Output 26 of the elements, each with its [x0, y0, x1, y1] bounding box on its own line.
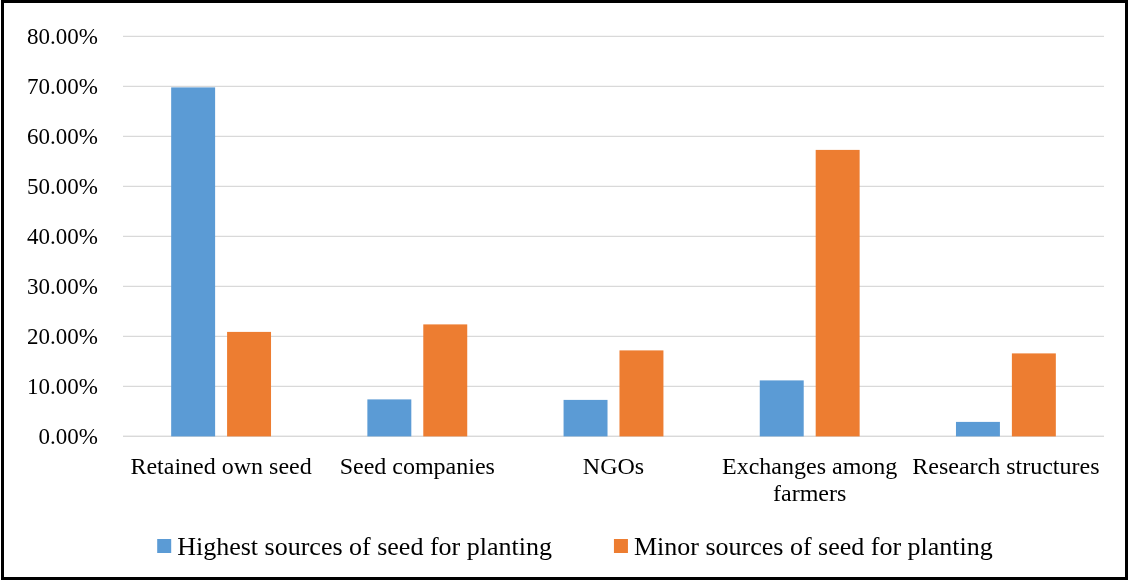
y-tick-label: 50.00%	[27, 173, 98, 199]
x-tick-label: Research structures	[912, 453, 1100, 479]
bar	[619, 350, 664, 437]
bar	[563, 399, 608, 437]
y-tick-label: 0.00%	[38, 423, 98, 449]
x-tick-label: NGOs	[582, 453, 645, 479]
bar	[815, 149, 860, 437]
legend-label: Minor sources of seed for planting	[633, 531, 993, 561]
y-tick-label: 60.00%	[27, 123, 98, 149]
y-tick-label: 10.00%	[27, 373, 98, 399]
y-tick-label: 40.00%	[27, 223, 98, 249]
y-tick-label: 20.00%	[27, 323, 98, 349]
bar	[227, 331, 272, 437]
y-tick-label: 80.00%	[27, 23, 98, 49]
x-tick-label: Seed companies	[339, 453, 495, 479]
x-tick-label: Retained own seed	[130, 453, 312, 479]
bar	[367, 399, 412, 437]
y-tick-label: 70.00%	[27, 73, 98, 99]
bar	[1011, 353, 1056, 437]
bar	[171, 87, 216, 437]
bar	[759, 380, 804, 437]
x-tick-label: Exchanges among farmers	[722, 453, 898, 506]
y-tick-label: 30.00%	[27, 273, 98, 299]
legend-label: Highest sources of seed for planting	[177, 531, 552, 561]
bar	[423, 324, 468, 437]
bar	[955, 421, 1000, 437]
